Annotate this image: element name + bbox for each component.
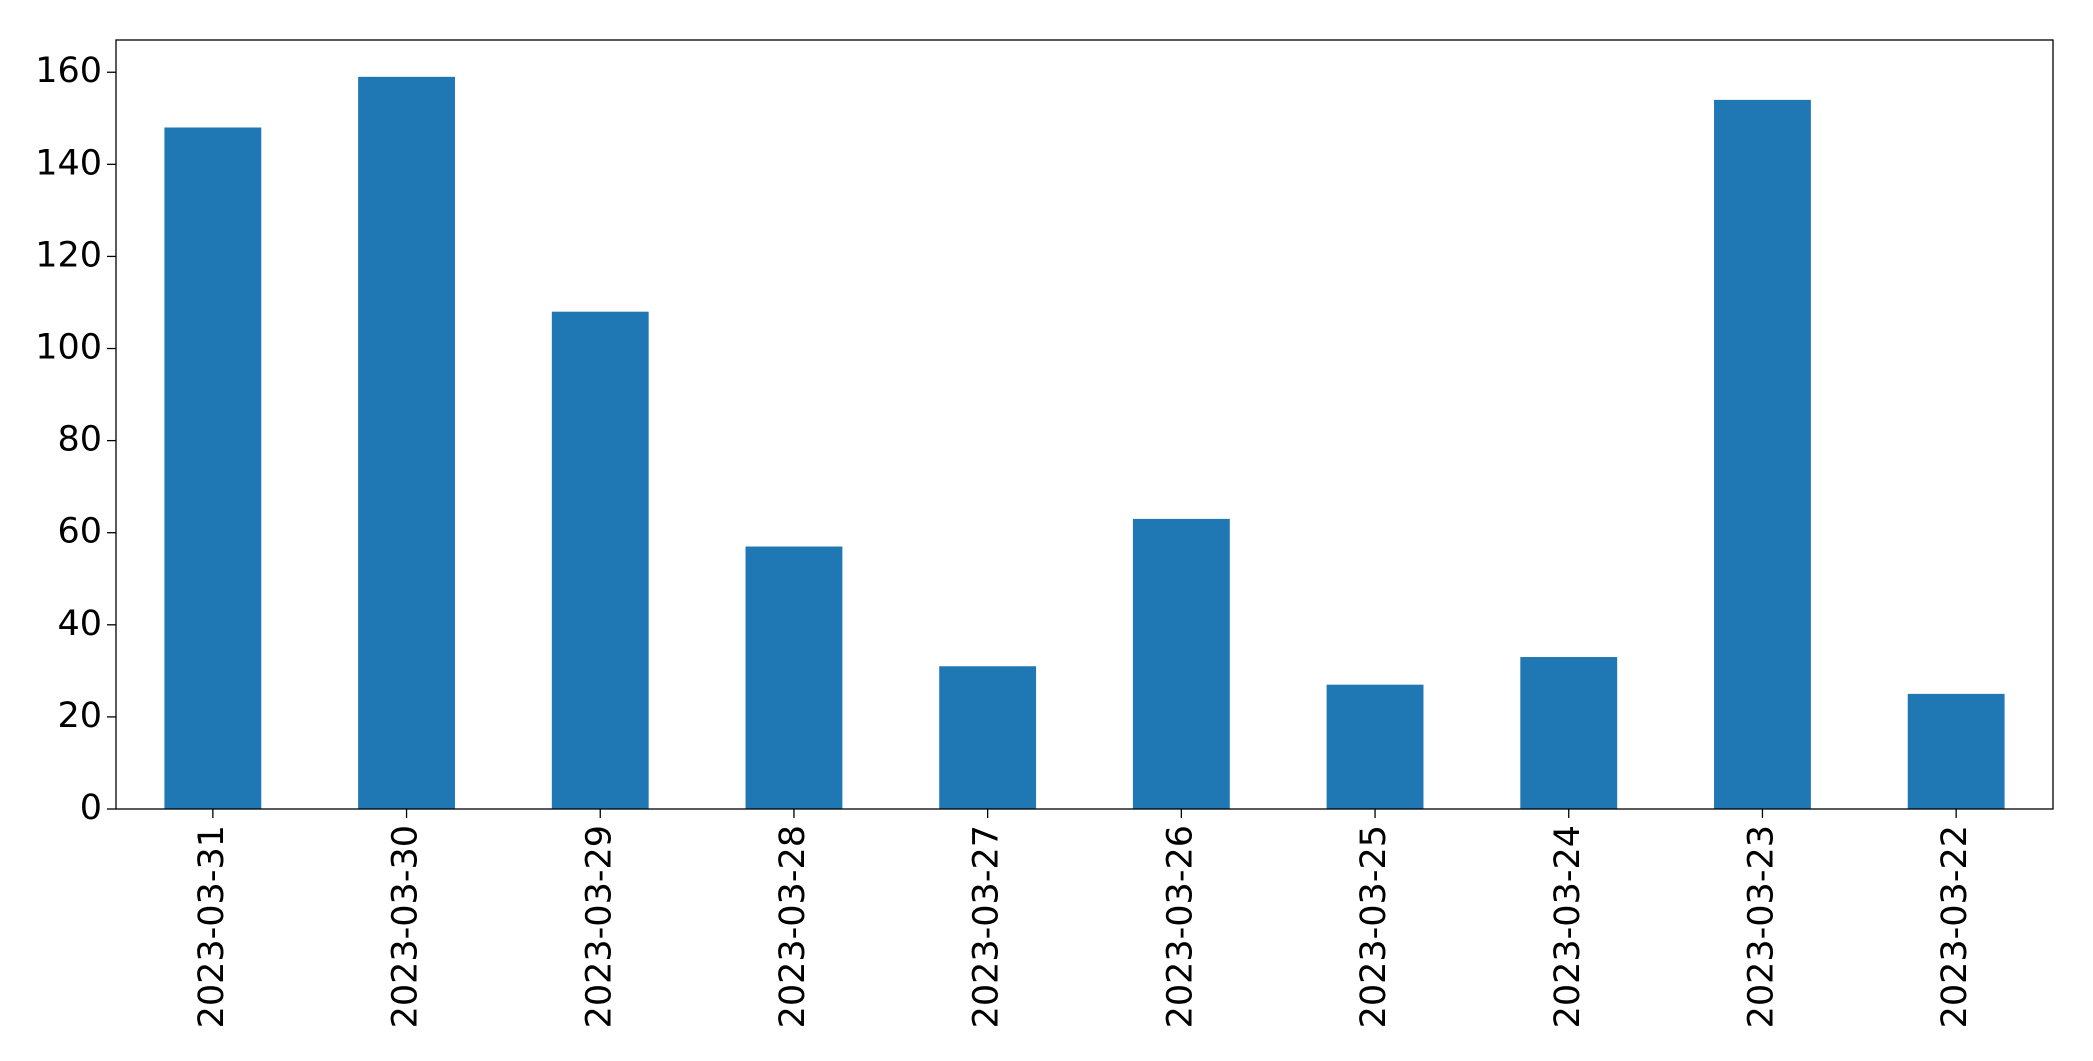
bar [1132, 518, 1230, 809]
y-tick-label: 0 [80, 788, 102, 828]
y-tick-label: 20 [57, 696, 102, 736]
x-tick-label: 2023-03-28 [773, 825, 813, 1028]
bar [1907, 693, 2005, 809]
y-tick-label: 160 [35, 51, 102, 91]
bar [1326, 684, 1424, 809]
bar [1714, 99, 1811, 809]
y-tick-label: 100 [35, 328, 102, 368]
x-tick-label: 2023-03-29 [579, 825, 619, 1028]
plot-frame [115, 39, 2054, 810]
bar [551, 311, 649, 809]
y-tick-label: 120 [35, 235, 102, 275]
bar [164, 127, 262, 809]
x-tick-label: 2023-03-25 [1354, 825, 1394, 1028]
x-tick-label: 2023-03-24 [1548, 825, 1588, 1028]
x-tick-label: 2023-03-31 [192, 825, 232, 1028]
y-tick-label: 40 [57, 604, 102, 644]
x-tick-label: 2023-03-23 [1741, 825, 1781, 1028]
x-tick-label: 2023-03-27 [967, 825, 1007, 1028]
bar [745, 546, 843, 809]
bar [358, 76, 455, 810]
y-tick-label: 60 [57, 512, 102, 552]
x-tick-label: 2023-03-26 [1160, 825, 1200, 1028]
bar [939, 666, 1037, 809]
x-tick-label: 2023-03-30 [386, 825, 426, 1028]
y-tick-label: 80 [57, 420, 102, 460]
bar [1520, 657, 1618, 809]
x-tick-label: 2023-03-22 [1935, 825, 1975, 1028]
y-tick-label: 140 [35, 143, 102, 183]
